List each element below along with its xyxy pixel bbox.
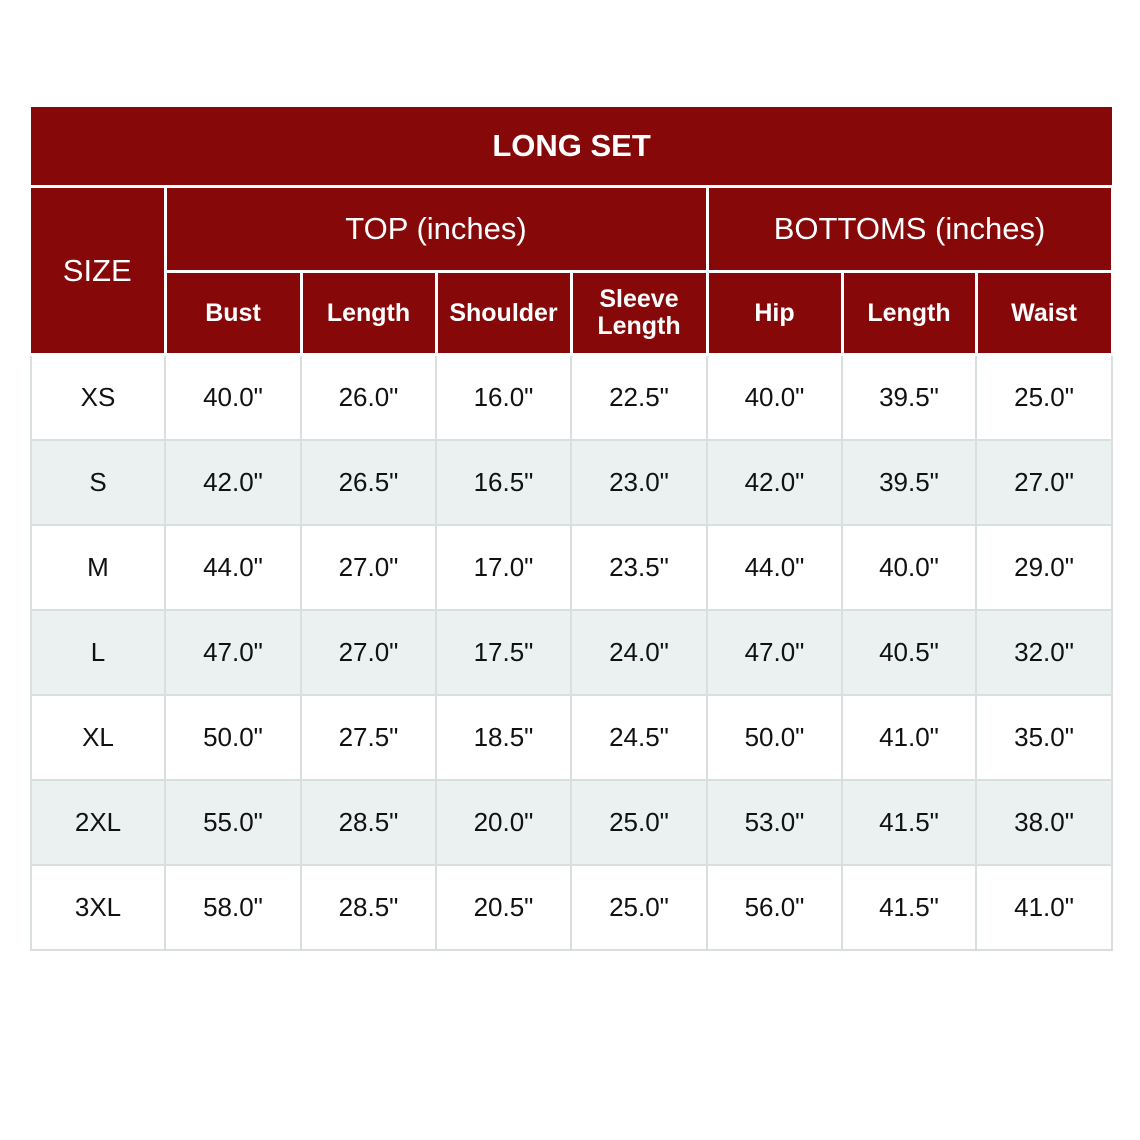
table-row: XS 40.0" 26.0" 16.0" 22.5" 40.0" 39.5" 25.0" bbox=[30, 353, 1114, 441]
measurement-cell: 41.0" bbox=[974, 864, 1114, 951]
size-header: SIZE bbox=[31, 185, 167, 356]
table-title: LONG SET bbox=[31, 107, 1113, 188]
measurement-cell: 28.5" bbox=[300, 779, 437, 866]
measurement-cell: 40.0" bbox=[841, 524, 977, 611]
measurement-cell: 35.0" bbox=[974, 694, 1114, 781]
measurement-cell: 50.0" bbox=[164, 694, 302, 781]
measurement-cell: 20.0" bbox=[435, 779, 572, 866]
measurement-cell: 23.5" bbox=[570, 524, 708, 611]
measurement-cell: 26.0" bbox=[300, 353, 437, 441]
table-row: XL 50.0" 27.5" 18.5" 24.5" 50.0" 41.0" 35.0" bbox=[30, 694, 1114, 781]
top-group-header: TOP (inches) bbox=[163, 185, 709, 273]
measurement-cell: 27.0" bbox=[300, 524, 437, 611]
measurement-cell: 18.5" bbox=[435, 694, 572, 781]
measurement-cell: 50.0" bbox=[706, 694, 843, 781]
measurement-cell: 27.5" bbox=[300, 694, 437, 781]
measurement-cell: 24.0" bbox=[570, 609, 708, 696]
measurement-cell: 32.0" bbox=[974, 609, 1114, 696]
measurement-cell: 27.0" bbox=[974, 439, 1114, 526]
column-header: Length bbox=[299, 270, 438, 356]
bottoms-group-header: BOTTOMS (inches) bbox=[705, 185, 1114, 273]
measurement-cell: 44.0" bbox=[706, 524, 843, 611]
column-header: Length bbox=[840, 270, 978, 356]
column-header: Waist bbox=[974, 270, 1114, 356]
measurement-cell: 55.0" bbox=[164, 779, 302, 866]
measurement-cell: 53.0" bbox=[706, 779, 843, 866]
measurement-cell: 40.5" bbox=[841, 609, 977, 696]
size-cell: 2XL bbox=[30, 779, 166, 866]
measurement-cell: 39.5" bbox=[841, 353, 977, 441]
measurement-cell: 26.5" bbox=[300, 439, 437, 526]
measurement-cell: 47.0" bbox=[164, 609, 302, 696]
table-row: 2XL 55.0" 28.5" 20.0" 25.0" 53.0" 41.5" 38.0" bbox=[30, 779, 1114, 866]
measurement-cell: 25.0" bbox=[570, 864, 708, 951]
size-cell: L bbox=[30, 609, 166, 696]
measurement-cell: 44.0" bbox=[164, 524, 302, 611]
measurement-cell: 41.0" bbox=[841, 694, 977, 781]
measurement-cell: 20.5" bbox=[435, 864, 572, 951]
column-header: Bust bbox=[163, 270, 303, 356]
measurement-cell: 42.0" bbox=[164, 439, 302, 526]
size-cell: S bbox=[30, 439, 166, 526]
measurement-cell: 27.0" bbox=[300, 609, 437, 696]
size-chart-table: LONG SET SIZE TOP (inches) BOTTOMS (inch… bbox=[30, 107, 1114, 951]
measurement-cell: 23.0" bbox=[570, 439, 708, 526]
column-header: Sleeve Length bbox=[569, 270, 709, 356]
measurement-cell: 17.0" bbox=[435, 524, 572, 611]
measurement-cell: 56.0" bbox=[706, 864, 843, 951]
measurement-cell: 22.5" bbox=[570, 353, 708, 441]
measurement-cell: 29.0" bbox=[974, 524, 1114, 611]
size-cell: XL bbox=[30, 694, 166, 781]
measurement-cell: 25.0" bbox=[570, 779, 708, 866]
size-cell: XS bbox=[30, 353, 166, 441]
measurement-cell: 42.0" bbox=[706, 439, 843, 526]
measurement-cell: 24.5" bbox=[570, 694, 708, 781]
measurement-cell: 39.5" bbox=[841, 439, 977, 526]
measurement-cell: 16.5" bbox=[435, 439, 572, 526]
table-row: 3XL 58.0" 28.5" 20.5" 25.0" 56.0" 41.5" 41.0" bbox=[30, 864, 1114, 951]
measurement-cell: 58.0" bbox=[164, 864, 302, 951]
column-header: Shoulder bbox=[434, 270, 573, 356]
measurement-cell: 41.5" bbox=[841, 779, 977, 866]
measurement-cell: 28.5" bbox=[300, 864, 437, 951]
measurement-cell: 40.0" bbox=[164, 353, 302, 441]
table-row: L 47.0" 27.0" 17.5" 24.0" 47.0" 40.5" 32.0" bbox=[30, 609, 1114, 696]
measurement-cell: 25.0" bbox=[974, 353, 1114, 441]
size-cell: M bbox=[30, 524, 166, 611]
measurement-cell: 41.5" bbox=[841, 864, 977, 951]
measurement-cell: 17.5" bbox=[435, 609, 572, 696]
measurement-cell: 16.0" bbox=[435, 353, 572, 441]
measurement-cell: 38.0" bbox=[974, 779, 1114, 866]
measurement-cell: 40.0" bbox=[706, 353, 843, 441]
table-row: S 42.0" 26.5" 16.5" 23.0" 42.0" 39.5" 27.0" bbox=[30, 439, 1114, 526]
column-header: Hip bbox=[705, 270, 844, 356]
table-row: M 44.0" 27.0" 17.0" 23.5" 44.0" 40.0" 29.0" bbox=[30, 524, 1114, 611]
measurement-cell: 47.0" bbox=[706, 609, 843, 696]
size-cell: 3XL bbox=[30, 864, 166, 951]
